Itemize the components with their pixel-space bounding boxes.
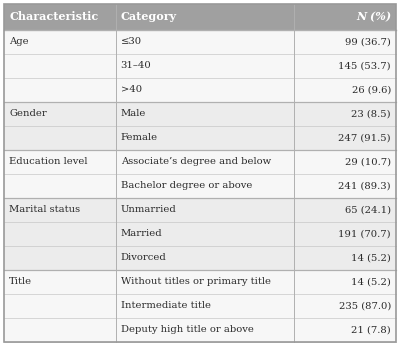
- Text: 14 (5.2): 14 (5.2): [351, 253, 391, 262]
- Bar: [4, 4, 116, 30]
- Text: 14 (5.2): 14 (5.2): [351, 278, 391, 286]
- Text: Female: Female: [121, 133, 158, 142]
- Text: 65 (24.1): 65 (24.1): [345, 206, 391, 214]
- Bar: [4, 270, 116, 294]
- Text: Associate’s degree and below: Associate’s degree and below: [121, 158, 271, 166]
- Bar: [294, 54, 396, 78]
- Bar: [116, 294, 294, 318]
- Text: Gender: Gender: [9, 109, 47, 119]
- Text: 247 (91.5): 247 (91.5): [338, 133, 391, 142]
- Text: 29 (10.7): 29 (10.7): [345, 158, 391, 166]
- Bar: [116, 222, 294, 246]
- Bar: [294, 246, 396, 270]
- Text: 191 (70.7): 191 (70.7): [338, 229, 391, 239]
- Text: 145 (53.7): 145 (53.7): [338, 61, 391, 71]
- Text: 31–40: 31–40: [121, 61, 152, 71]
- Bar: [4, 222, 116, 246]
- Bar: [294, 294, 396, 318]
- Bar: [4, 246, 116, 270]
- Bar: [294, 318, 396, 342]
- Bar: [116, 150, 294, 174]
- Bar: [294, 30, 396, 54]
- Bar: [4, 78, 116, 102]
- Text: Age: Age: [9, 38, 29, 47]
- Bar: [116, 198, 294, 222]
- Text: >40: >40: [121, 86, 142, 94]
- Bar: [4, 174, 116, 198]
- Text: 26 (9.6): 26 (9.6): [352, 86, 391, 94]
- Bar: [294, 198, 396, 222]
- Text: 99 (36.7): 99 (36.7): [345, 38, 391, 47]
- Bar: [294, 174, 396, 198]
- Text: Divorced: Divorced: [121, 253, 166, 262]
- Bar: [116, 54, 294, 78]
- Text: Intermediate title: Intermediate title: [121, 301, 211, 311]
- Bar: [4, 30, 116, 54]
- Bar: [4, 126, 116, 150]
- Bar: [116, 126, 294, 150]
- Bar: [116, 78, 294, 102]
- Bar: [294, 222, 396, 246]
- Text: 23 (8.5): 23 (8.5): [351, 109, 391, 119]
- Bar: [116, 246, 294, 270]
- Bar: [4, 294, 116, 318]
- Text: Category: Category: [121, 11, 177, 22]
- Bar: [4, 198, 116, 222]
- Bar: [116, 174, 294, 198]
- Text: N (%): N (%): [356, 11, 391, 22]
- Bar: [116, 4, 294, 30]
- Text: Bachelor degree or above: Bachelor degree or above: [121, 181, 252, 191]
- Bar: [4, 318, 116, 342]
- Bar: [116, 318, 294, 342]
- Bar: [116, 270, 294, 294]
- Bar: [116, 102, 294, 126]
- Text: 241 (89.3): 241 (89.3): [338, 181, 391, 191]
- Text: Characteristic: Characteristic: [9, 11, 98, 22]
- Text: Marital status: Marital status: [9, 206, 80, 214]
- Bar: [4, 102, 116, 126]
- Text: Unmarried: Unmarried: [121, 206, 176, 214]
- Text: 21 (7.8): 21 (7.8): [351, 326, 391, 334]
- Bar: [4, 54, 116, 78]
- Text: 235 (87.0): 235 (87.0): [339, 301, 391, 311]
- Bar: [294, 102, 396, 126]
- Text: Education level: Education level: [9, 158, 88, 166]
- Bar: [294, 78, 396, 102]
- Bar: [4, 150, 116, 174]
- Bar: [294, 4, 396, 30]
- Text: Deputy high title or above: Deputy high title or above: [121, 326, 254, 334]
- Bar: [294, 126, 396, 150]
- Bar: [116, 30, 294, 54]
- Text: Without titles or primary title: Without titles or primary title: [121, 278, 271, 286]
- Text: Male: Male: [121, 109, 146, 119]
- Text: Married: Married: [121, 229, 162, 239]
- Text: ≤30: ≤30: [121, 38, 142, 47]
- Bar: [294, 270, 396, 294]
- Bar: [294, 150, 396, 174]
- Text: Title: Title: [9, 278, 32, 286]
